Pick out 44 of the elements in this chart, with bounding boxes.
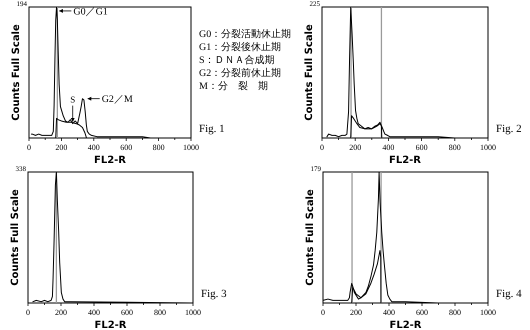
x-tick-label: 800	[152, 143, 165, 152]
x-tick-label: 400	[382, 143, 394, 152]
annotation: S	[70, 94, 76, 105]
x-tick-label: 800	[448, 143, 461, 152]
text: G1：分裂後休止期	[199, 41, 282, 53]
y-axis-title: Counts Full Scale	[11, 24, 22, 121]
x-tick-label: 0	[321, 308, 325, 317]
caption: Fig. 2	[496, 123, 522, 135]
x-axis-title: FL2-R	[389, 320, 422, 330]
x-tick-label: 200	[55, 143, 68, 152]
x-tick-label: 1000	[480, 143, 496, 152]
x-tick-label: 800	[154, 308, 166, 317]
y-axis-title: Counts Full Scale	[304, 24, 315, 121]
x-tick-label: 1000	[185, 308, 201, 317]
text: S：ＤＮＡ合成期	[199, 54, 275, 66]
x-tick-label: 600	[416, 308, 428, 317]
x-tick-label: 600	[416, 143, 428, 152]
x-tick-label: 0	[27, 143, 31, 152]
x-tick-label: 600	[121, 308, 133, 317]
x-tick-label: 600	[120, 143, 132, 152]
text: M：分 裂 期	[199, 80, 268, 92]
x-axis-title: FL2-R	[94, 320, 127, 330]
y-axis-title: Counts Full Scale	[10, 189, 21, 286]
y-axis-title: Counts Full Scale	[305, 189, 316, 286]
x-tick-label: 800	[449, 308, 461, 317]
caption: Fig. 4	[496, 288, 522, 300]
x-tick-label: 1000	[480, 308, 496, 317]
x-tick-label: 400	[88, 308, 100, 317]
text: G0：分裂活動休止期	[199, 28, 292, 40]
x-axis-title: FL2-R	[388, 155, 422, 166]
x-tick-label: 400	[88, 143, 100, 152]
x-tick-label: 400	[383, 308, 395, 317]
annotation: G2／M	[102, 94, 133, 106]
x-tick-label: 200	[55, 308, 67, 317]
annotation: G0／G1	[73, 6, 108, 18]
x-tick-label: 200	[350, 308, 362, 317]
x-tick-label: 0	[26, 308, 30, 317]
caption: Fig. 1	[199, 123, 225, 135]
text: G2：分裂前休止期	[199, 67, 282, 79]
x-tick-label: 0	[320, 143, 324, 152]
caption: Fig. 3	[201, 288, 228, 300]
x-tick-label: 200	[349, 143, 362, 152]
x-tick-label: 1000	[183, 143, 199, 152]
x-axis-title: FL2-R	[94, 155, 126, 166]
